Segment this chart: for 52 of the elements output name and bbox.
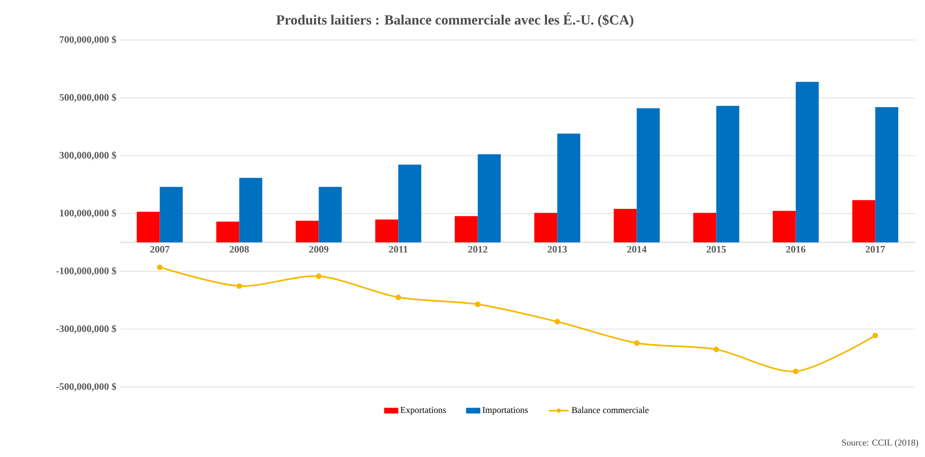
x-tick-label: 2015: [706, 246, 726, 253]
bar: [478, 154, 501, 242]
source-note: Source: CCIL (2018): [842, 439, 918, 448]
bar: [296, 220, 319, 242]
bar: [454, 216, 478, 242]
x-tick-label: 2014: [627, 246, 647, 253]
bar: [136, 212, 160, 242]
y-tick-label: -300,000,000 $: [56, 324, 116, 334]
bar: [318, 186, 342, 242]
y-tick-label: -500,000,000 $: [56, 382, 116, 392]
bar: [160, 186, 183, 242]
point: [316, 273, 322, 280]
bar: [852, 200, 876, 242]
bar: [557, 134, 580, 242]
x-tick-label: 2008: [230, 246, 249, 253]
y-tick-label: 500,000,000 $: [60, 93, 116, 102]
point: [872, 332, 878, 338]
bar: [875, 107, 898, 242]
point: [236, 283, 242, 289]
bar: [398, 164, 422, 242]
bar: [693, 212, 716, 242]
bar: [796, 82, 819, 242]
bar: [216, 222, 240, 242]
x-tick-label: 2007: [150, 246, 170, 253]
x-tick-label: 2017: [866, 246, 885, 253]
point: [474, 301, 481, 308]
chart-title: Produits laitiers : Balance commerciale avec les É.-U. ($CA): [276, 12, 634, 28]
y-tick-label: -100,000,000 $: [56, 266, 116, 276]
bar: [375, 220, 398, 242]
bar: [614, 208, 637, 242]
x-tick-label: 2016: [786, 246, 806, 253]
point: [634, 340, 640, 346]
x-tick-label: 2012: [468, 246, 488, 253]
legend-label: Importations: [482, 406, 528, 415]
point: [395, 294, 402, 300]
point: [156, 264, 163, 270]
bar: [239, 178, 262, 242]
legend-label: Balance commerciale: [572, 406, 649, 414]
point: [792, 368, 799, 374]
y-tick-label: 100,000,000 $: [60, 209, 116, 218]
point: [713, 346, 720, 352]
bar: [636, 108, 660, 242]
y-tick-label: 700,000,000 $: [60, 36, 116, 44]
bar: [716, 106, 740, 242]
bar: [534, 212, 558, 242]
y-tick-label: 300,000,000 $: [60, 151, 116, 160]
x-tick-label: 2009: [309, 246, 328, 253]
legend-label: Exportations: [400, 406, 446, 415]
point: [554, 318, 560, 324]
x-tick-label: 2011: [388, 246, 408, 253]
x-tick-label: 2013: [548, 246, 567, 253]
bar: [772, 210, 796, 242]
